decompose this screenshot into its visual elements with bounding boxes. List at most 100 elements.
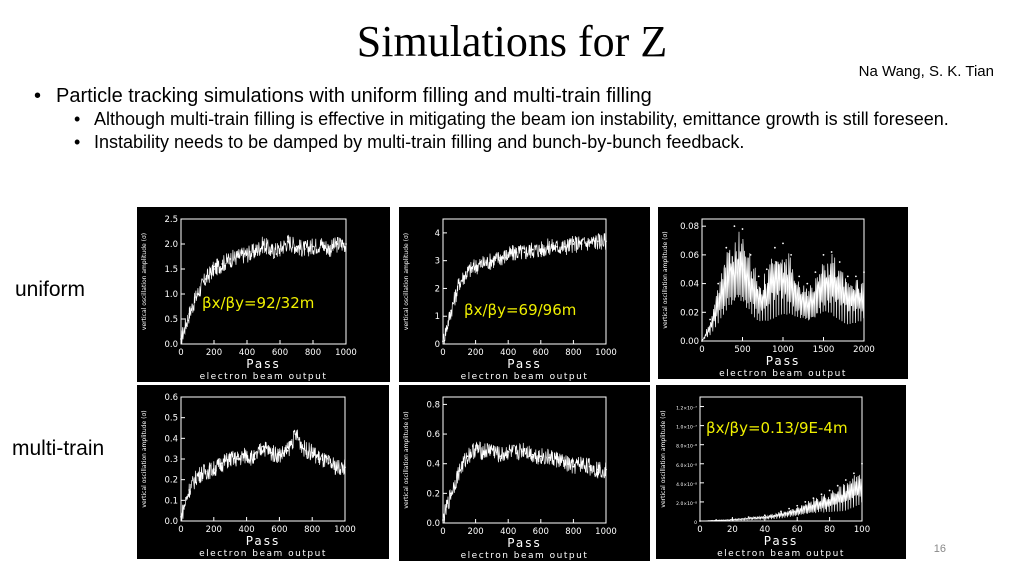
data-point [482, 262, 485, 265]
y-tick-label: 4 [435, 229, 440, 239]
data-point [237, 255, 240, 258]
data-point [303, 248, 306, 250]
plot-caption: electron beam output [719, 369, 847, 379]
data-point [556, 245, 558, 248]
data-point [846, 275, 849, 278]
data-point [312, 245, 314, 248]
data-point [701, 340, 703, 342]
data-point [294, 433, 297, 436]
data-point [855, 275, 857, 278]
data-point [564, 245, 567, 248]
x-tick-label: 400 [500, 527, 516, 537]
data-point [458, 470, 461, 473]
data-point [196, 474, 199, 477]
y-tick-label: 0.4 [164, 434, 178, 444]
x-tick-label: 800 [565, 527, 581, 537]
data-point [303, 447, 305, 450]
data-point [844, 479, 847, 481]
y-tick-label: 0 [435, 340, 440, 350]
data-point [229, 458, 232, 460]
y-axis-label: vertical oscillation amplitude (σ) [660, 410, 667, 507]
x-axis-label: Pass [764, 534, 799, 548]
data-point [458, 281, 461, 284]
data-point [548, 456, 550, 459]
x-axis-label: Pass [507, 357, 542, 371]
x-axis-label: Pass [246, 534, 281, 548]
data-point [311, 451, 314, 454]
data-point [539, 248, 542, 251]
x-tick-label: 600 [533, 348, 549, 358]
data-point [861, 462, 863, 465]
data-point [812, 497, 815, 500]
y-tick-label: 0.4 [426, 460, 440, 470]
data-point [780, 510, 782, 513]
data-point [725, 246, 728, 249]
x-tick-label: 0 [440, 348, 445, 358]
plot-multi-train-3: 0 20 40 60 80 100 0 2.0×10⁻⁸ 4.0×10⁻⁸ 6.0×10⁻⁸ 8.0… [656, 385, 906, 559]
plot-multi-train-1: 0 200 400 600 800 1000 0.0 0.1 0.2 0.3 0.4 0.5 0.6 Pa… [137, 385, 389, 559]
data-point [320, 243, 323, 245]
data-point [596, 468, 599, 471]
page-number: 16 [933, 543, 946, 555]
x-tick-label: 200 [467, 348, 483, 358]
series-trace [700, 473, 863, 522]
data-point [749, 253, 752, 256]
data-point [822, 253, 825, 256]
data-point [515, 251, 518, 254]
y-tick-label: 2 [435, 284, 440, 294]
x-tick-label: 2000 [853, 345, 875, 355]
y-tick-label: 0 [694, 520, 697, 526]
x-tick-label: 1000 [335, 348, 357, 358]
data-point [838, 261, 841, 263]
data-point [466, 455, 469, 458]
y-tick-label: 2.5 [164, 215, 178, 225]
data-point [229, 258, 232, 260]
y-tick-label: 1.5 [164, 265, 178, 275]
x-tick-label: 500 [734, 345, 750, 355]
data-point [270, 451, 273, 454]
x-tick-label: 20 [727, 525, 738, 535]
y-tick-label: 1 [435, 312, 440, 322]
data-point [328, 248, 331, 250]
y-tick-label: 4.0×10⁻⁸ [676, 482, 697, 488]
data-point [262, 445, 264, 448]
x-tick-label: 40 [759, 525, 770, 535]
y-tick-label: 6.0×10⁻⁸ [676, 463, 697, 469]
data-point [709, 318, 711, 321]
y-tick-label: 3 [435, 257, 440, 267]
bullet-sub-1: Although multi-train filling is effectiv… [30, 108, 990, 131]
data-point [213, 268, 215, 270]
data-point [806, 282, 809, 285]
x-tick-label: 0 [178, 525, 183, 535]
data-point [327, 462, 330, 465]
data-point [287, 240, 290, 243]
data-point [196, 293, 199, 295]
y-axis-label: vertical oscillation amplitude (σ) [141, 410, 148, 507]
data-point [774, 246, 776, 249]
data-point [344, 466, 346, 469]
x-tick-label: 1000 [772, 345, 794, 355]
y-tick-label: 0.00 [680, 337, 699, 347]
x-tick-label: 1000 [595, 527, 617, 537]
data-point [804, 501, 807, 503]
data-point [507, 254, 510, 257]
y-tick-label: 0.02 [680, 308, 699, 318]
data-point [499, 256, 501, 259]
data-point [796, 504, 799, 507]
data-point [237, 458, 240, 460]
data-point [491, 447, 493, 450]
x-tick-label: 400 [239, 348, 255, 358]
data-point [246, 253, 248, 255]
data-point [782, 242, 784, 245]
data-point [474, 265, 477, 268]
data-point [731, 518, 734, 520]
plot-caption: electron beam output [461, 551, 589, 561]
data-point [699, 520, 701, 522]
data-point [345, 243, 347, 245]
data-point [507, 450, 510, 453]
x-tick-label: 0 [178, 348, 183, 358]
y-axis-label: vertical oscillation amplitude (σ) [141, 233, 148, 330]
data-point [270, 250, 273, 253]
data-point [319, 458, 322, 460]
data-point [747, 516, 750, 519]
